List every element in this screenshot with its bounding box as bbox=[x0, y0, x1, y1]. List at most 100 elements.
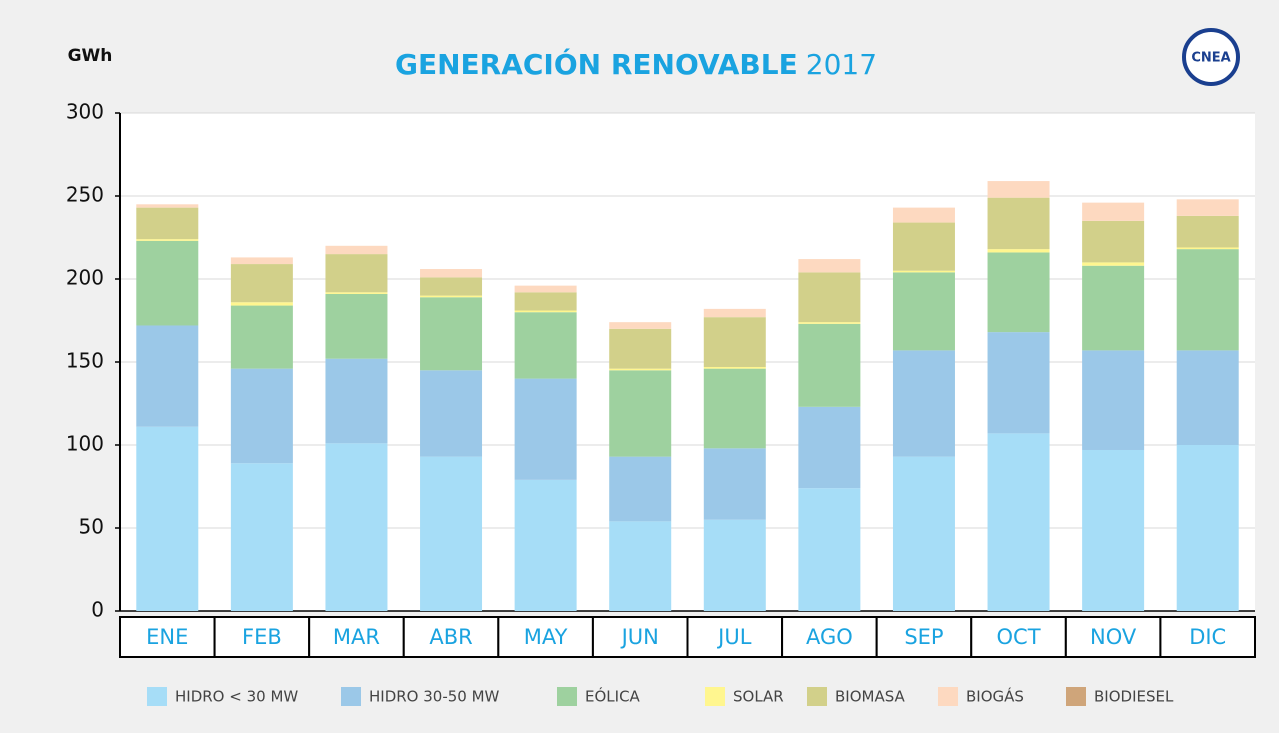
bar-segment bbox=[609, 328, 672, 369]
bar-segment bbox=[798, 272, 861, 323]
bar-segment bbox=[514, 378, 577, 480]
bar-segment bbox=[325, 293, 388, 359]
bar-segment bbox=[325, 443, 388, 611]
y-tick-label: 100 bbox=[66, 432, 104, 456]
logo: CNEA bbox=[1191, 51, 1230, 66]
bar-segment bbox=[609, 456, 672, 522]
bar-segment bbox=[987, 332, 1050, 434]
bar-segment bbox=[798, 488, 861, 611]
bar-segment bbox=[230, 302, 293, 306]
x-tick-label: MAY bbox=[524, 625, 568, 649]
bar-segment bbox=[987, 433, 1050, 611]
x-tick-label: JUL bbox=[716, 625, 752, 649]
bar-segment bbox=[325, 358, 388, 444]
legend-swatch bbox=[557, 687, 577, 706]
bar-segment bbox=[703, 368, 766, 449]
bar-segment bbox=[703, 519, 766, 611]
bar-segment bbox=[892, 222, 955, 271]
bar-segment bbox=[514, 479, 577, 611]
y-axis-label: GWh bbox=[68, 46, 113, 66]
bar-segment bbox=[798, 406, 861, 489]
bar-segment bbox=[136, 239, 199, 241]
legend-label: BIOGÁS bbox=[966, 687, 1024, 706]
category-box bbox=[497, 616, 594, 658]
legend-label: BIODIESEL bbox=[1094, 688, 1174, 706]
bar-segment bbox=[420, 370, 483, 457]
bar-segment bbox=[1176, 249, 1239, 351]
x-tick-label: SEP bbox=[904, 625, 943, 649]
bar-segment bbox=[987, 197, 1050, 250]
y-tick-label: 50 bbox=[79, 515, 104, 539]
category-box bbox=[402, 616, 500, 658]
category-box bbox=[1159, 616, 1256, 658]
bar-segment bbox=[420, 456, 483, 611]
bar-segment bbox=[1176, 350, 1239, 445]
legend-swatch bbox=[705, 687, 725, 706]
bar-segment bbox=[798, 322, 861, 324]
x-tick-label: ENE bbox=[146, 625, 188, 649]
x-tick-label: FEB bbox=[242, 625, 282, 649]
bar-segment bbox=[798, 323, 861, 407]
y-tick-label: 150 bbox=[66, 349, 104, 373]
x-tick-label: ABR bbox=[429, 625, 472, 649]
legend-swatch bbox=[341, 687, 361, 706]
bar-segment bbox=[987, 181, 1050, 198]
bar-segment bbox=[987, 249, 1050, 253]
bar-segment bbox=[136, 325, 199, 427]
y-tick-label: 300 bbox=[66, 100, 104, 124]
bar-segment bbox=[514, 312, 577, 379]
bar-segment bbox=[892, 456, 955, 611]
bar-segment bbox=[136, 207, 199, 240]
x-tick-label: JUN bbox=[620, 625, 659, 649]
title-year: 2017 bbox=[806, 48, 877, 81]
category-box bbox=[686, 616, 784, 658]
y-tick-label: 250 bbox=[66, 183, 104, 207]
bar-segment bbox=[1176, 445, 1239, 611]
chart-title: GENERACIÓN RENOVABLE 2017 bbox=[395, 47, 877, 81]
bar-segment bbox=[892, 272, 955, 351]
logo-ring bbox=[1182, 28, 1240, 86]
legend-swatch bbox=[807, 687, 827, 706]
bar-segment bbox=[703, 308, 766, 318]
bar-segment bbox=[420, 277, 483, 296]
bar-segment bbox=[703, 448, 766, 520]
title-main: GENERACIÓN RENOVABLE bbox=[395, 47, 798, 81]
bar-segment bbox=[892, 270, 955, 273]
legend-label: SOLAR bbox=[733, 688, 784, 706]
bar-segment bbox=[1082, 262, 1145, 266]
x-tick-label: AGO bbox=[806, 625, 853, 649]
legend-label: BIOMASA bbox=[835, 688, 906, 706]
legend-swatch bbox=[147, 687, 167, 706]
y-tick-label: 0 bbox=[91, 598, 104, 622]
bar-segment bbox=[325, 245, 388, 255]
bar-segment bbox=[1176, 199, 1239, 216]
legend-swatch bbox=[938, 687, 958, 706]
bar-segment bbox=[892, 350, 955, 457]
bar-segment bbox=[1176, 215, 1239, 248]
legend-swatch bbox=[1066, 687, 1086, 706]
y-tick-label: 200 bbox=[66, 266, 104, 290]
bar-segment bbox=[136, 240, 199, 326]
bar-segment bbox=[230, 305, 293, 369]
bar-segment bbox=[514, 310, 577, 313]
bar-segment bbox=[420, 297, 483, 371]
bar-segment bbox=[987, 252, 1050, 333]
bar-segment bbox=[703, 317, 766, 367]
bar-segment bbox=[230, 264, 293, 303]
x-tick-label: OCT bbox=[997, 625, 1041, 649]
bar-segment bbox=[420, 269, 483, 278]
bar-segment bbox=[609, 322, 672, 329]
bar-segment bbox=[325, 254, 388, 293]
bar-segment bbox=[514, 292, 577, 311]
bar-segment bbox=[609, 521, 672, 611]
bar-segment bbox=[1082, 449, 1145, 611]
legend-label: HIDRO < 30 MW bbox=[175, 688, 298, 706]
bar-segment bbox=[892, 207, 955, 223]
category-box bbox=[591, 616, 689, 658]
bar-segment bbox=[136, 204, 199, 208]
bar-segment bbox=[230, 257, 293, 265]
bar-segment bbox=[609, 370, 672, 457]
bar-segment bbox=[1082, 220, 1145, 263]
legend-label: HIDRO 30-50 MW bbox=[369, 688, 500, 706]
